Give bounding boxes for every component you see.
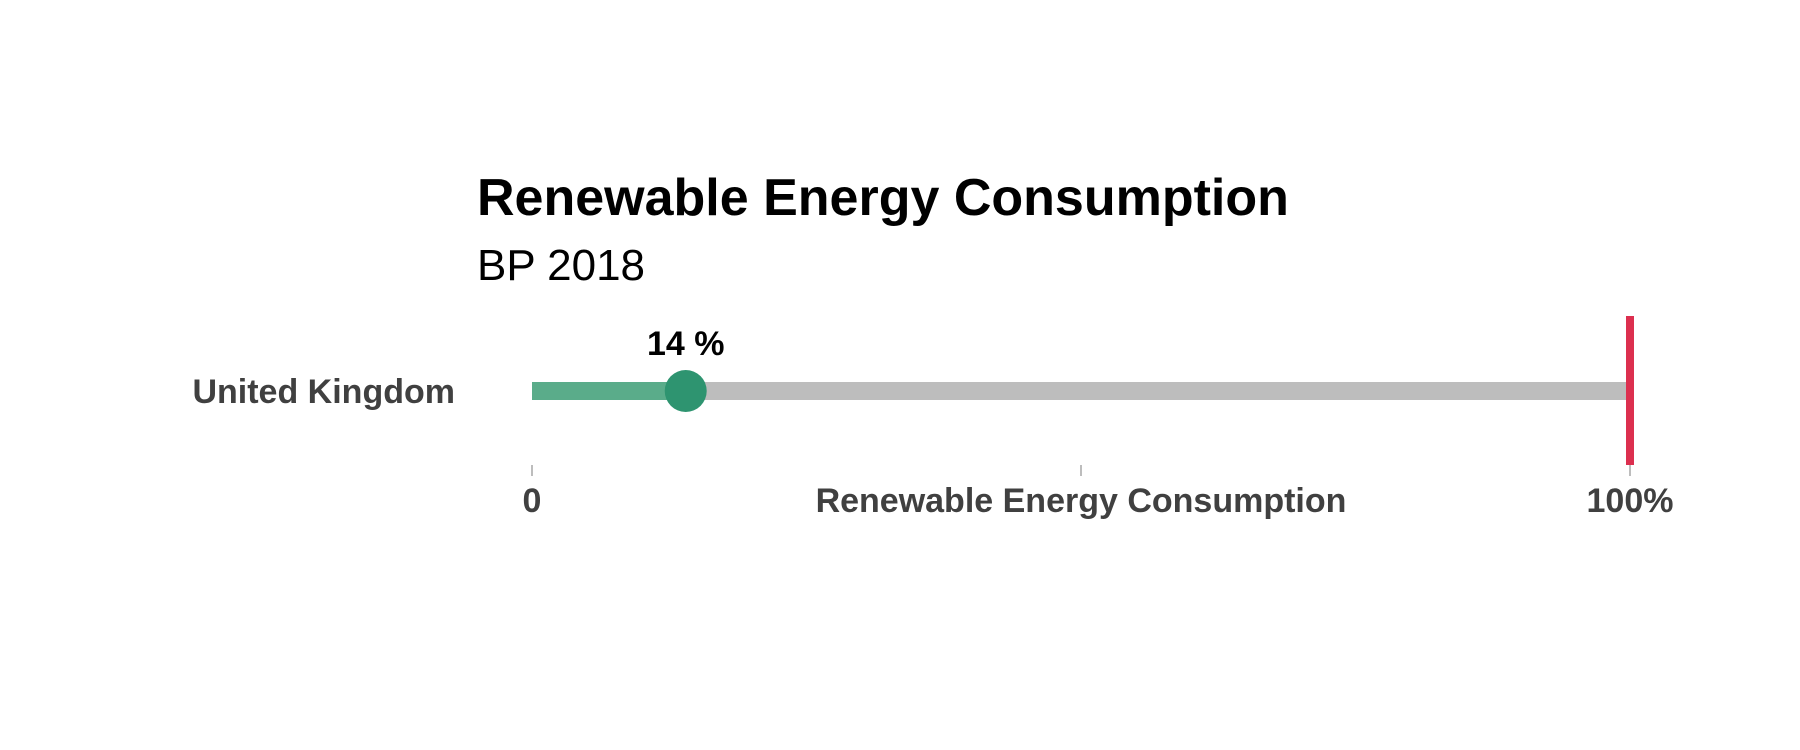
chart-subtitle: BP 2018	[477, 241, 646, 290]
value-label: 14 %	[647, 325, 725, 363]
x-axis-label: Renewable Energy Consumption	[816, 482, 1347, 520]
chart-title: Renewable Energy Consumption	[477, 169, 1289, 227]
category-label: United Kingdom	[192, 373, 455, 411]
tick-label: 0	[523, 482, 542, 520]
tick-label: 100%	[1587, 482, 1674, 520]
target-line	[1626, 316, 1634, 465]
bar-value	[532, 382, 686, 400]
value-dot	[664, 370, 707, 412]
bar-track	[532, 382, 1630, 400]
